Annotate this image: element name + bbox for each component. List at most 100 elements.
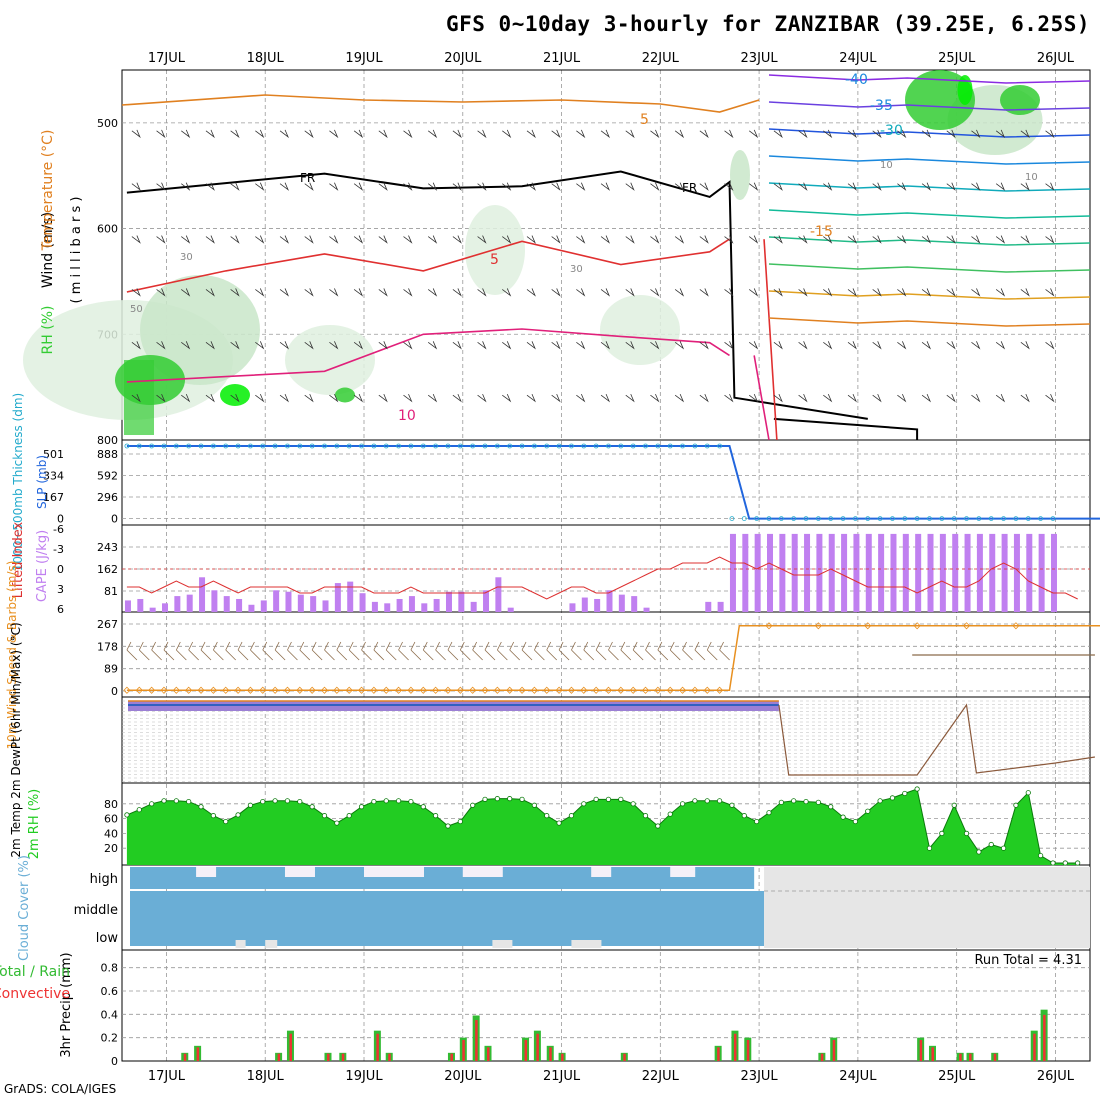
precip-tick: 0	[111, 1055, 118, 1068]
cape-bar	[878, 533, 885, 612]
wind-barb	[576, 235, 586, 244]
rh2m-marker	[951, 802, 957, 808]
pressure-tick: 500	[97, 117, 118, 130]
wind-barb-10m	[484, 641, 496, 661]
cloud-low-gap	[571, 940, 602, 948]
thickness-marker	[173, 443, 179, 449]
wind-barb	[995, 393, 1006, 403]
wind-barb	[1020, 393, 1030, 403]
cape-bar	[779, 533, 786, 612]
wind-barb	[946, 341, 956, 350]
rh2m-marker	[494, 796, 500, 802]
cold-isotherm	[768, 182, 1091, 192]
rh2m-marker	[297, 798, 303, 805]
rh2m-marker	[791, 798, 797, 804]
wind-tick: 178	[97, 640, 118, 653]
thickness-marker	[396, 443, 401, 449]
wind-barb	[205, 129, 215, 139]
thickness-marker	[198, 443, 204, 449]
wind-speed-marker	[493, 686, 501, 694]
wind-barb	[156, 288, 166, 297]
cape-tick: 162	[97, 563, 118, 576]
rh-contour-label: 10	[1025, 172, 1038, 183]
wind-barb	[378, 393, 388, 403]
wind-speed-marker	[135, 686, 143, 694]
rh2m-marker	[235, 812, 241, 818]
wind-barb	[724, 182, 734, 191]
precip-convective-bar	[326, 1053, 330, 1061]
wind-barb	[205, 393, 215, 403]
wind-barb	[329, 129, 339, 139]
thickness-marker	[248, 443, 253, 449]
wind-barb	[674, 235, 685, 244]
bottom-day-tick: 23JUL	[741, 1069, 779, 1084]
isotherm-label: 10	[398, 408, 416, 424]
wind-barb	[650, 393, 660, 403]
wind-barb-10m	[496, 641, 508, 661]
rh-contour-label: 30	[570, 264, 583, 275]
thickness-marker	[581, 443, 587, 449]
wind-barb	[279, 182, 289, 191]
lifted-index-line	[126, 556, 1078, 600]
wind-barb	[181, 182, 191, 191]
wind-barb	[674, 288, 685, 297]
precip-convective-bar	[623, 1053, 626, 1061]
thickness-tick: 334	[43, 470, 64, 483]
rh2m-marker	[457, 818, 463, 825]
wind-barb	[773, 393, 783, 403]
rh2m-marker	[173, 798, 179, 804]
precip-convective-bar	[959, 1053, 962, 1061]
rh2m-marker	[223, 818, 229, 825]
rh2m-marker	[556, 820, 562, 826]
isotherm-label: 5	[640, 112, 649, 128]
wind-barb	[650, 288, 660, 297]
wind-barb-10m	[669, 641, 681, 661]
cape-bar	[767, 533, 774, 612]
thickness-marker	[519, 443, 525, 449]
wind-barb	[600, 341, 611, 350]
wind-barb	[1045, 341, 1055, 350]
wind-speed-marker	[283, 686, 292, 694]
cape-bar	[1013, 533, 1020, 612]
wind-barb-10m	[645, 641, 656, 661]
isotherm-label: -35	[870, 98, 893, 114]
cape-bar	[433, 598, 440, 612]
isotherm-label: -30	[880, 123, 903, 139]
thickness-marker	[655, 443, 661, 449]
wind-speed-marker	[678, 686, 687, 694]
rh2m-marker	[470, 802, 476, 808]
wind-barb-10m	[361, 641, 372, 661]
wind-barb	[156, 235, 166, 244]
cape-bar	[742, 533, 749, 612]
wind-barb-10m	[250, 641, 261, 661]
wind-barb	[502, 393, 512, 403]
thickness-marker	[618, 443, 624, 449]
wind-barb	[452, 182, 462, 191]
wind-barb	[403, 341, 413, 350]
wind-speed-marker	[407, 686, 415, 694]
wind-barb	[329, 393, 339, 403]
wind-speed-marker	[1012, 622, 1020, 630]
wind-barb	[625, 235, 635, 244]
precip-tick: 0.6	[101, 985, 119, 998]
thickness-marker	[680, 443, 685, 449]
wind-barb-10m	[706, 641, 718, 661]
thickness-marker	[235, 443, 241, 449]
cape-bar	[223, 596, 230, 612]
rh2m-marker	[840, 814, 846, 820]
wind-barb	[230, 129, 240, 139]
cape-bar	[359, 593, 366, 612]
wind-barb	[230, 182, 240, 191]
isotherm-10c	[126, 328, 730, 383]
wind-speed-marker	[444, 686, 452, 694]
cape-bar	[705, 601, 712, 612]
cape-bar	[421, 603, 428, 612]
wind-barb	[526, 341, 536, 350]
wind-barb	[230, 341, 240, 350]
cloud-gap	[670, 867, 696, 877]
thickness-marker	[927, 516, 932, 521]
cloud-gap	[364, 867, 424, 877]
wind-speed-marker	[333, 686, 341, 694]
wind-barb	[823, 235, 833, 244]
rh-shading	[124, 360, 154, 435]
